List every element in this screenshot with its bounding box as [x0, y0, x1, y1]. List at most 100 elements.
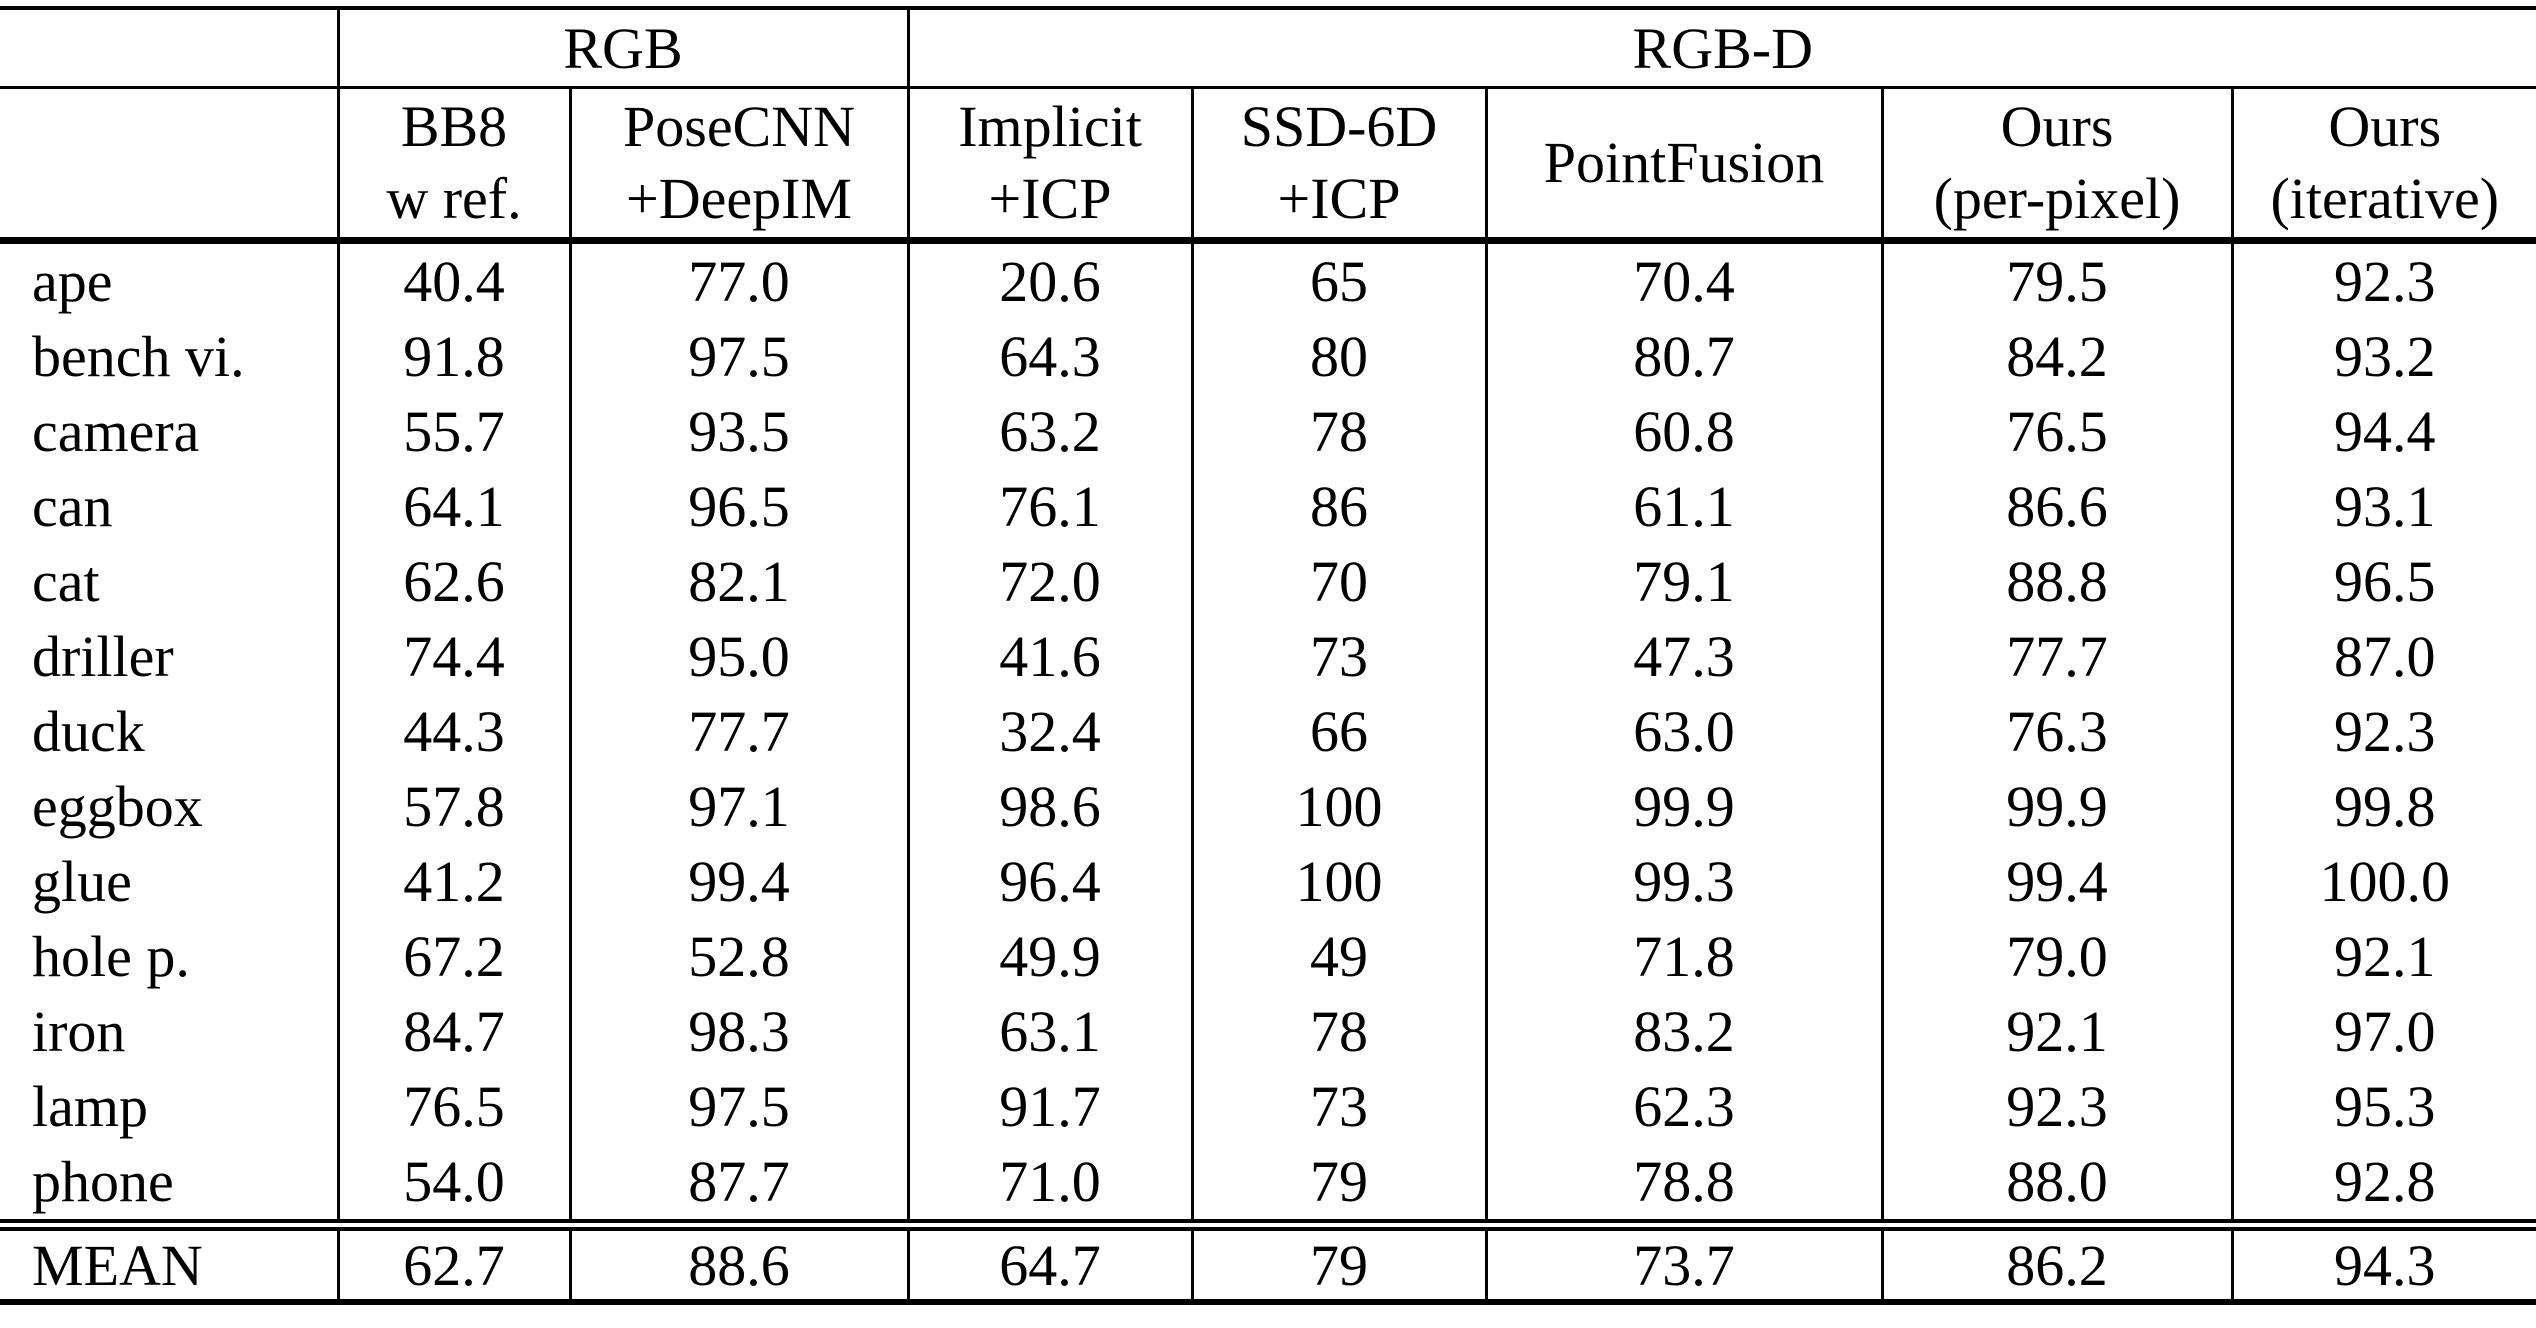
value-cell: 64.7	[906, 1225, 1193, 1305]
group-header-row: RGB RGB-D	[0, 6, 2536, 89]
value-cell: 64.1	[336, 469, 570, 544]
value-cell: 99.3	[1484, 844, 1883, 919]
value-cell: 92.1	[2230, 919, 2536, 994]
value-cell: 94.4	[2230, 394, 2536, 469]
value-cell: 41.2	[336, 844, 570, 919]
value-cell: 93.2	[2230, 319, 2536, 394]
value-cell: 96.5	[568, 469, 909, 544]
value-cell: 77.7	[568, 694, 909, 769]
table-row-ape: ape 40.4 77.0 20.6 65 70.4 79.5 92.3	[0, 240, 2536, 319]
col-header-line1: Ours	[2000, 94, 2114, 159]
value-cell: 100.0	[2230, 844, 2536, 919]
pose-accuracy-results-table: RGB RGB-D BB8 w ref. PoseCNN +DeepIM Imp…	[0, 6, 2536, 1305]
value-cell: 66	[1190, 694, 1487, 769]
value-cell: 63.1	[906, 994, 1193, 1069]
col-header-line2: (iterative)	[2270, 166, 2500, 231]
value-cell: 79.1	[1484, 544, 1883, 619]
value-cell: 54.0	[336, 1144, 570, 1231]
row-label: glue	[32, 849, 132, 914]
value-cell: 73.7	[1484, 1225, 1883, 1305]
group-header-rgbd: RGB-D	[906, 6, 2536, 89]
value-cell: 73	[1190, 1069, 1487, 1144]
col-header-bb8: BB8 w ref.	[336, 87, 570, 244]
value-cell: 73	[1190, 619, 1487, 694]
value-cell: 86.2	[1880, 1225, 2233, 1305]
value-cell: 92.8	[2230, 1144, 2536, 1231]
value-cell: 95.0	[568, 619, 909, 694]
value-cell: 70.4	[1484, 240, 1883, 319]
table-row-duck: duck 44.3 77.7 32.4 66 63.0 76.3 92.3	[0, 694, 2536, 769]
value-cell: 76.3	[1880, 694, 2233, 769]
row-label: eggbox	[32, 774, 203, 839]
value-cell: 98.3	[568, 994, 909, 1069]
value-cell: 99.4	[1880, 844, 2233, 919]
value-cell: 93.1	[2230, 469, 2536, 544]
value-cell: 86	[1190, 469, 1487, 544]
value-cell: 44.3	[336, 694, 570, 769]
table-row-lamp: lamp 76.5 97.5 91.7 73 62.3 92.3 95.3	[0, 1069, 2536, 1144]
value-cell: 63.2	[906, 394, 1193, 469]
value-cell: 55.7	[336, 394, 570, 469]
col-header-line1: PoseCNN	[622, 94, 856, 159]
table-row-can: can 64.1 96.5 76.1 86 61.1 86.6 93.1	[0, 469, 2536, 544]
value-cell: 78	[1190, 394, 1487, 469]
group-header-rgb: RGB	[336, 6, 909, 89]
value-cell: 78.8	[1484, 1144, 1883, 1231]
row-label: lamp	[32, 1074, 148, 1139]
value-cell: 95.3	[2230, 1069, 2536, 1144]
row-label: can	[32, 474, 113, 539]
table-body: ape 40.4 77.0 20.6 65 70.4 79.5 92.3 bench vi. 91…	[0, 240, 2536, 1305]
value-cell: 49	[1190, 919, 1487, 994]
table-row-driller: driller 74.4 95.0 41.6 73 47.3 77.7 87.0	[0, 619, 2536, 694]
value-cell: 72.0	[906, 544, 1193, 619]
value-cell: 96.4	[906, 844, 1193, 919]
value-cell: 84.2	[1880, 319, 2233, 394]
value-cell: 76.1	[906, 469, 1193, 544]
table-row-eggbox: eggbox 57.8 97.1 98.6 100 99.9 99.9 99.8	[0, 769, 2536, 844]
table-row-bench-vi-: bench vi. 91.8 97.5 64.3 80 80.7 84.2 93.2	[0, 319, 2536, 394]
value-cell: 97.5	[568, 1069, 909, 1144]
value-cell: 79.0	[1880, 919, 2233, 994]
row-label: ape	[32, 249, 113, 314]
value-cell: 61.1	[1484, 469, 1883, 544]
value-cell: 97.0	[2230, 994, 2536, 1069]
value-cell: 76.5	[336, 1069, 570, 1144]
value-cell: 100	[1190, 769, 1487, 844]
value-cell: 76.5	[1880, 394, 2233, 469]
col-header-line2: +ICP	[1277, 166, 1401, 231]
col-header-line1: BB8	[400, 94, 508, 159]
row-label: hole p.	[32, 924, 190, 989]
col-header-line1: Ours	[2328, 94, 2442, 159]
row-label: duck	[32, 699, 145, 764]
col-header-ssd6d-icp: SSD-6D +ICP	[1190, 87, 1487, 244]
col-header-implicit-icp: Implicit +ICP	[906, 87, 1193, 244]
value-cell: 88.8	[1880, 544, 2233, 619]
row-label: cat	[32, 549, 100, 614]
col-header-posecnn-deepim: PoseCNN +DeepIM	[568, 87, 909, 244]
value-cell: 79.5	[1880, 240, 2233, 319]
value-cell: 62.6	[336, 544, 570, 619]
row-label: camera	[32, 399, 200, 464]
col-header-line1: SSD-6D	[1240, 94, 1438, 159]
value-cell: 64.3	[906, 319, 1193, 394]
value-cell: 87.7	[568, 1144, 909, 1231]
value-cell: 70	[1190, 544, 1487, 619]
col-header-line2: +DeepIM	[626, 166, 852, 231]
value-cell: 52.8	[568, 919, 909, 994]
value-cell: 41.6	[906, 619, 1193, 694]
table-row-phone: phone 54.0 87.7 71.0 79 78.8 88.0 92.8	[0, 1144, 2536, 1231]
value-cell: 99.8	[2230, 769, 2536, 844]
row-label: iron	[32, 999, 126, 1064]
value-cell: 82.1	[568, 544, 909, 619]
value-cell: 47.3	[1484, 619, 1883, 694]
value-cell: 71.8	[1484, 919, 1883, 994]
value-cell: 94.3	[2230, 1225, 2536, 1305]
value-cell: 77.7	[1880, 619, 2233, 694]
value-cell: 32.4	[906, 694, 1193, 769]
value-cell: 88.6	[568, 1225, 909, 1305]
col-header-pointfusion: PointFusion	[1484, 87, 1883, 244]
value-cell: 98.6	[906, 769, 1193, 844]
row-label: phone	[0, 1144, 338, 1231]
value-cell: 99.9	[1484, 769, 1883, 844]
corner-cell	[0, 6, 338, 89]
